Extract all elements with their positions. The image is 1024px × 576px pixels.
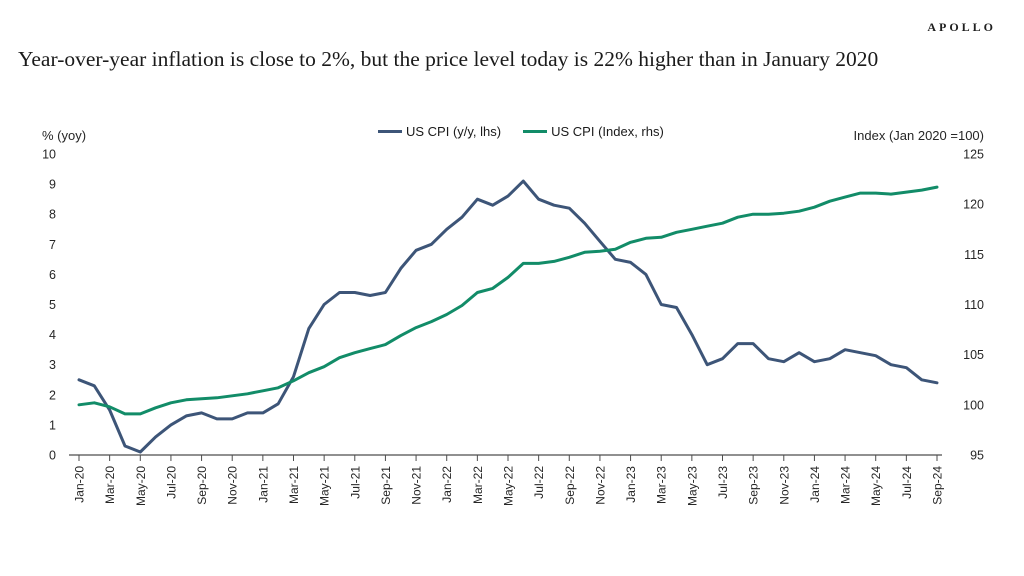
- x-tick-label: Mar-20: [103, 466, 117, 504]
- right-tick-label: 115: [964, 248, 984, 262]
- x-tick-label: May-20: [134, 466, 148, 506]
- legend-label-cpi-yoy: US CPI (y/y, lhs): [406, 124, 502, 139]
- apollo-logo: APOLLO: [927, 20, 996, 34]
- right-tick-label: 120: [963, 198, 984, 212]
- us-cpi-yoy-line: [77, 179, 939, 454]
- x-tick-label: May-23: [685, 466, 699, 506]
- x-tick-label: Sep-23: [747, 466, 761, 505]
- x-tick-label: Jul-24: [900, 466, 914, 499]
- x-tick-label: Jul-21: [348, 466, 362, 499]
- left-tick-label: 4: [49, 328, 56, 342]
- x-tick-label: Jan-22: [440, 466, 454, 503]
- x-tick-label: Jul-23: [716, 466, 730, 499]
- x-tick-label: Nov-21: [410, 466, 424, 505]
- left-axis-title: % (yoy): [42, 128, 87, 143]
- left-tick-label: 9: [49, 178, 56, 192]
- x-tick-label: Sep-21: [379, 466, 393, 505]
- x-tick-label: Mar-22: [471, 466, 485, 504]
- x-tick-label: Jul-20: [164, 466, 178, 499]
- x-tick-label: Jan-20: [73, 466, 87, 503]
- us-cpi-index-line: [77, 185, 939, 416]
- right-tick-label: 105: [963, 348, 984, 362]
- x-tick-label: Nov-20: [226, 466, 240, 505]
- right-tick-label: 110: [964, 298, 984, 312]
- x-tick-label: Mar-23: [655, 466, 669, 504]
- x-tick-label: Jan-23: [624, 466, 638, 503]
- x-tick-label: Mar-24: [839, 466, 853, 504]
- left-tick-label: 8: [49, 208, 56, 222]
- x-tick-label: Nov-23: [777, 466, 791, 505]
- teal-line-swatch-icon: [523, 130, 548, 133]
- legend-item-cpi-yoy: US CPI (y/y, lhs): [378, 124, 501, 139]
- left-tick-label: 5: [49, 298, 56, 312]
- left-tick-label: 6: [49, 268, 56, 282]
- x-tick-label: Sep-22: [563, 466, 577, 505]
- x-tick-label: Jul-22: [532, 466, 546, 499]
- x-tick-label: May-21: [318, 466, 332, 506]
- right-axis-title: Index (Jan 2020 =100): [853, 128, 984, 143]
- x-tick-label: Sep-20: [195, 466, 209, 505]
- legend-item-cpi-index: US CPI (Index, rhs): [523, 124, 664, 139]
- chart-legend: US CPI (y/y, lhs) US CPI (Index, rhs): [378, 124, 664, 139]
- cpi-line-chart: Jan-20 Mar-20 May-20 Jul-20 Sep-20 Nov-20 Jan-…: [42, 148, 984, 507]
- left-tick-label: 2: [49, 388, 56, 402]
- left-tick-label: 10: [42, 148, 56, 162]
- x-tick-label: May-22: [502, 466, 516, 506]
- left-tick-label: 7: [49, 238, 56, 252]
- x-tick-label: May-24: [869, 466, 883, 506]
- x-tick-label: Sep-24: [931, 466, 945, 505]
- chart-title: Year-over-year inflation is close to 2%,…: [18, 47, 879, 71]
- right-tick-label: 95: [970, 449, 984, 463]
- left-tick-label: 3: [49, 358, 56, 372]
- left-tick-label: 1: [49, 418, 56, 432]
- left-tick-label: 0: [49, 449, 56, 463]
- x-tick-label: Mar-21: [287, 466, 301, 504]
- x-tick-label: Nov-22: [593, 466, 607, 505]
- legend-label-cpi-index: US CPI (Index, rhs): [551, 124, 664, 139]
- x-tick-label: Jan-21: [256, 466, 270, 503]
- navy-line-swatch-icon: [378, 130, 402, 133]
- right-tick-label: 100: [963, 398, 984, 412]
- x-tick-label: Jan-24: [808, 466, 822, 503]
- right-tick-label: 125: [963, 148, 984, 162]
